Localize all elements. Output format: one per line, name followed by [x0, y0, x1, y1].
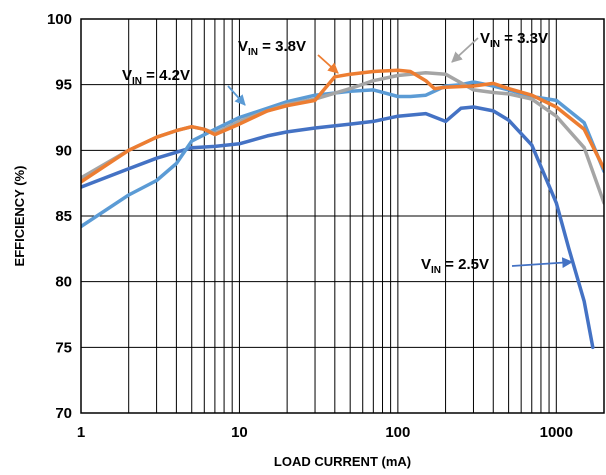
- annotation-arrows: [227, 37, 574, 269]
- y-tick-label: 85: [55, 208, 72, 225]
- series-line: [81, 68, 604, 184]
- annotation-arrow: [227, 85, 246, 106]
- series-label-value: = 3.3V: [500, 30, 548, 47]
- series-label-main: V: [122, 67, 132, 84]
- y-tick-label: 70: [55, 405, 72, 422]
- x-tick-label: 1: [77, 424, 85, 441]
- series-label: VIN = 2.5V: [421, 256, 489, 276]
- x-tick-label: 1000: [540, 424, 573, 441]
- x-tick-labels: 1 10 100 1000: [77, 424, 573, 441]
- x-tick-label: 10: [231, 424, 248, 441]
- series-label: VIN = 3.8V: [238, 38, 306, 58]
- y-tick-label: 90: [55, 142, 72, 159]
- series-label-subscript: IN: [431, 265, 441, 276]
- grid-lines: [80, 18, 605, 414]
- y-tick-labels: 70 75 80 85 90 95 100: [47, 11, 72, 422]
- series-lines: [81, 68, 604, 350]
- series-label-main: V: [238, 38, 248, 55]
- series-label-main: V: [421, 256, 431, 273]
- series-label-value: = 3.8V: [258, 38, 306, 55]
- series-label-value: = 4.2V: [142, 67, 190, 84]
- series-label-value: = 2.5V: [441, 256, 489, 273]
- series-label-subscript: IN: [490, 39, 500, 50]
- annotation-arrow: [451, 37, 479, 63]
- plot-frame: [80, 18, 605, 414]
- y-axis-title: EFFICIENCY (%): [12, 166, 27, 267]
- y-tick-label: 75: [55, 339, 72, 356]
- series-label: VIN = 4.2V: [122, 67, 190, 87]
- annotation-arrow: [511, 257, 574, 269]
- x-tick-label: 100: [385, 424, 410, 441]
- y-tick-label: 80: [55, 274, 72, 291]
- x-axis-title: LOAD CURRENT (mA): [274, 454, 411, 469]
- annotation-arrow: [317, 54, 339, 74]
- series-label-subscript: IN: [132, 76, 142, 87]
- y-tick-label: 100: [47, 11, 72, 28]
- series-line: [81, 105, 595, 350]
- series-label-subscript: IN: [248, 47, 258, 58]
- series-label-main: V: [480, 30, 490, 47]
- series-label: VIN = 3.3V: [480, 30, 548, 50]
- y-tick-label: 95: [55, 77, 72, 94]
